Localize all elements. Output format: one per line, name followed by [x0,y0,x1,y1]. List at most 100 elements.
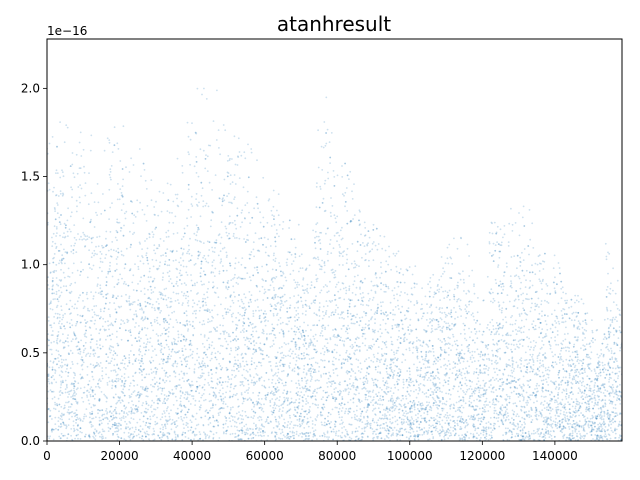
scatter-point [312,344,315,347]
scatter-point [521,423,523,426]
scatter-point [165,409,168,412]
scatter-point [493,379,496,381]
scatter-point [83,171,86,174]
scatter-point [504,412,507,414]
scatter-point [138,340,141,343]
scatter-point [574,405,577,408]
scatter-point [221,407,224,410]
scatter-point [581,326,584,329]
scatter-point [341,176,344,178]
scatter-point [312,257,315,260]
scatter-point [408,370,411,373]
scatter-point [428,306,431,308]
scatter-point [92,236,94,239]
scatter-point [122,203,125,206]
scatter-point [51,330,54,332]
scatter-point [461,349,463,352]
scatter-point [423,427,426,429]
scatter-point [202,256,205,259]
scatter-point [396,293,398,296]
scatter-point [159,311,162,314]
scatter-point [51,292,53,295]
scatter-point [337,435,340,437]
scatter-point [477,427,479,429]
scatter-point [208,181,211,184]
scatter-point [585,394,588,396]
scatter-point [330,314,333,317]
scatter-point [301,379,303,382]
scatter-point [67,341,69,343]
scatter-point [528,416,531,419]
scatter-point [502,340,505,343]
scatter-point [465,317,467,319]
scatter-point [210,430,213,433]
scatter-point [492,338,494,341]
scatter-point [341,193,344,196]
scatter-point [194,427,197,430]
scatter-point [383,390,385,393]
scatter-point [603,410,605,413]
scatter-point [210,344,213,347]
scatter-point [62,314,64,317]
scatter-point [222,124,225,126]
scatter-point [489,321,492,324]
scatter-point [596,415,599,418]
scatter-points [47,87,622,441]
scatter-point [222,397,225,400]
scatter-point [302,277,305,279]
scatter-point [87,352,90,355]
scatter-point [196,303,199,306]
scatter-point [601,436,603,438]
scatter-point [376,303,379,306]
scatter-point [569,355,572,358]
scatter-point [483,385,486,388]
scatter-point [128,300,131,303]
scatter-point [584,423,587,426]
scatter-point [579,388,581,391]
scatter-point [593,422,596,425]
scatter-point [96,285,99,287]
scatter-point [561,314,564,317]
scatter-point [258,379,261,382]
scatter-point [158,190,161,193]
scatter-point [348,371,351,373]
scatter-point [144,326,146,329]
scatter-point [575,368,578,371]
scatter-point [528,209,531,211]
scatter-point [357,366,359,368]
scatter-point [479,396,482,399]
scatter-point [292,260,295,262]
scatter-point [378,424,381,427]
scatter-point [95,211,97,214]
scatter-point [519,265,522,267]
scatter-point [194,404,197,406]
scatter-point [589,342,591,345]
scatter-point [59,426,62,428]
scatter-point [589,417,592,420]
scatter-point [308,410,311,413]
scatter-point [532,429,535,432]
scatter-point [509,275,512,277]
scatter-point [184,436,187,438]
scatter-point [82,268,84,271]
scatter-point [62,333,64,336]
scatter-point [345,289,348,292]
scatter-point [299,338,302,340]
scatter-point [425,330,428,332]
scatter-point [592,341,594,344]
scatter-point [269,346,272,348]
scatter-point [210,320,213,322]
scatter-point [563,411,565,413]
scatter-point [574,430,577,433]
scatter-point [115,402,118,405]
scatter-point [327,290,330,293]
scatter-point [423,433,425,435]
scatter-point [549,433,551,436]
scatter-point [562,340,565,342]
scatter-point [584,371,586,373]
scatter-point [509,422,511,424]
scatter-point [417,412,419,415]
scatter-point [357,438,360,441]
scatter-point [471,269,474,272]
